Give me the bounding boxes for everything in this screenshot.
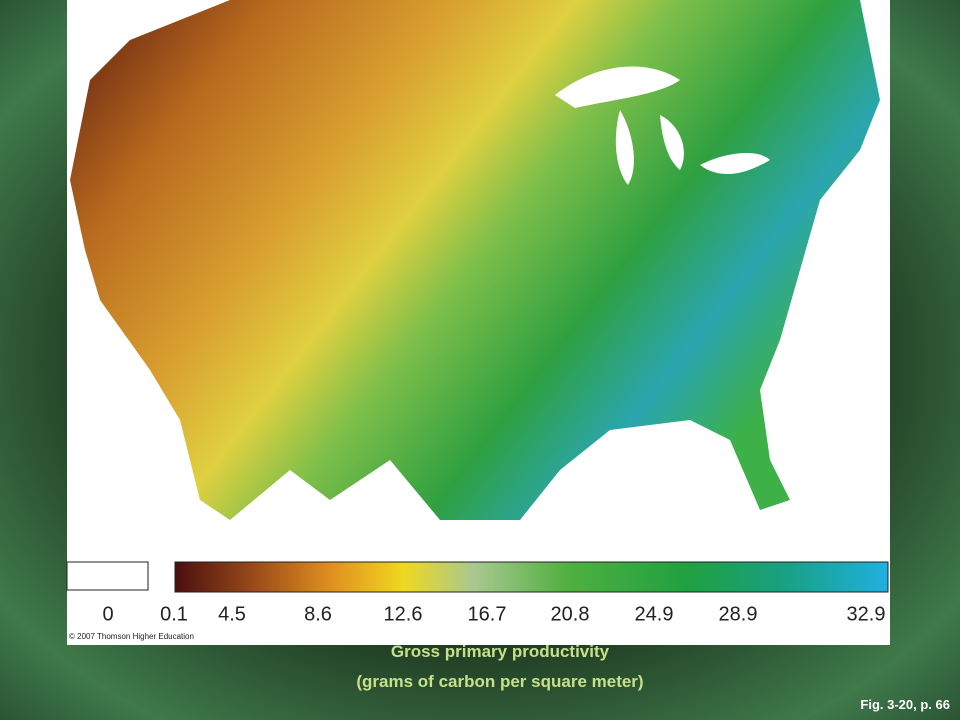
legend-label: 0 bbox=[102, 603, 113, 625]
legend-label: 8.6 bbox=[304, 603, 332, 625]
no-data-swatch bbox=[66, 561, 149, 591]
map bbox=[70, 0, 880, 520]
great-lakes bbox=[555, 66, 770, 185]
legend-label: 0.1 bbox=[160, 603, 188, 625]
legend-label: 28.9 bbox=[719, 603, 758, 625]
legend-label: 4.5 bbox=[218, 603, 246, 625]
legend-label: 24.9 bbox=[635, 603, 674, 625]
legend-label: 32.9 bbox=[847, 603, 886, 625]
caption-line: (grams of carbon per square meter) bbox=[356, 672, 644, 691]
legend-bar bbox=[174, 561, 889, 593]
caption-line: Gross primary productivity bbox=[390, 642, 610, 661]
legend-label: 16.7 bbox=[468, 603, 507, 625]
copyright: © 2007 Thomson Higher Education bbox=[69, 632, 194, 641]
legend-label: 12.6 bbox=[384, 603, 423, 625]
legend-label: 20.8 bbox=[551, 603, 590, 625]
figure-reference: Fig. 3-20, p. 66 bbox=[860, 697, 950, 712]
